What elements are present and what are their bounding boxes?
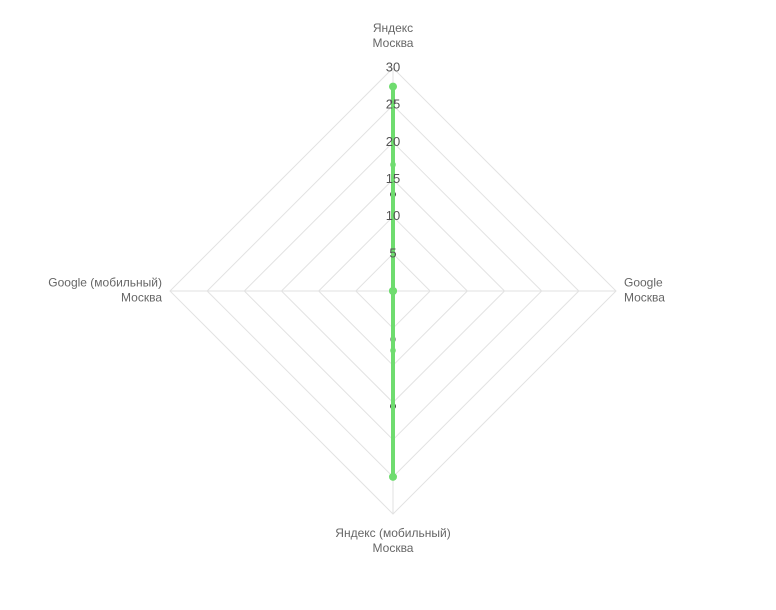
axis-label: Яндекс (мобильный)	[335, 526, 450, 540]
tick-label: 30	[386, 59, 400, 74]
tick-label: 10	[386, 208, 400, 223]
axis-label: Москва	[373, 36, 414, 50]
axis-label: Яндекс	[373, 21, 413, 35]
axis-label: Москва	[121, 291, 162, 305]
tick-label: 15	[386, 171, 400, 186]
tick-label: 25	[386, 97, 400, 112]
data-point	[389, 82, 397, 91]
axis-label: Google (мобильный)	[48, 276, 162, 290]
axis-label: Google	[624, 276, 663, 290]
tick-label: 5	[389, 245, 396, 260]
data-point	[389, 472, 397, 481]
tick-label: 20	[386, 134, 400, 149]
data-point	[389, 287, 397, 295]
axis-label: Москва	[624, 291, 665, 305]
axis-label: Москва	[373, 541, 414, 555]
